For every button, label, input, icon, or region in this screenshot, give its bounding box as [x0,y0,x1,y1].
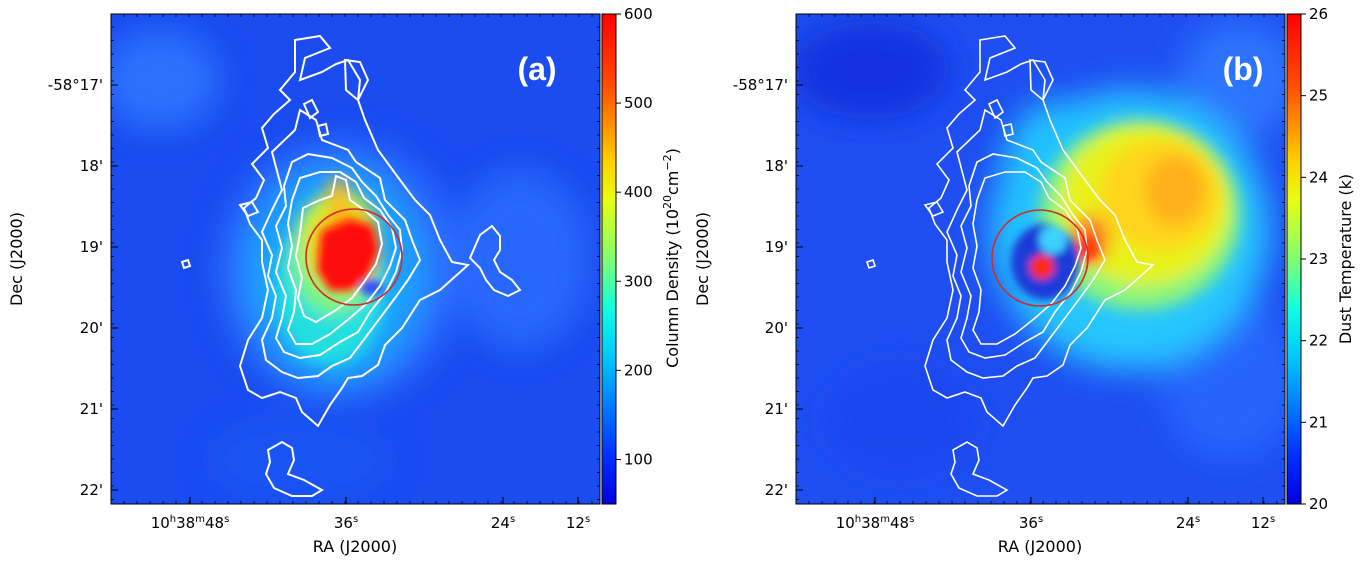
x-tick-label: 10h38m48s [151,514,230,532]
y-tick-label: 20' [80,319,103,337]
colorbar-b-ticks: 20 21 22 23 24 25 26 [1301,5,1328,513]
y-tick-label: 18' [765,157,788,175]
y-tick-label: 19' [765,238,788,256]
colorbar-tick-label: 21 [1309,413,1328,431]
colorbar-b [1287,14,1301,504]
panel-b-xlabel: RA (J2000) [998,537,1082,556]
colorbar-tick-label: 20 [1309,495,1328,513]
x-tick-label: 24s [1176,514,1200,532]
panel-a-contours [180,34,522,497]
colorbar-tick-label: 500 [624,94,653,112]
panel-b-aperture-circle [991,209,1089,307]
panel-b-label: (b) [1223,51,1264,87]
panel-b-frame [795,13,1286,505]
panel-a-xlabel: RA (J2000) [313,537,397,556]
colorbar-a-ticks: 100 200 300 400 500 600 [616,5,653,468]
colorbar-a-label: Column Density (1020cm−2) [661,148,682,368]
x-tick-label: 12s [566,514,590,532]
x-tick-label: 36s [1019,514,1043,532]
y-tick-label: 18' [80,157,103,175]
y-tick-label: 19' [80,238,103,256]
y-tick-label: 22' [765,481,788,499]
colorbar-b-label: Dust Temperature (k) [1336,174,1355,344]
colorbar-tick-label: 600 [624,5,653,23]
y-tick-label: 20' [765,319,788,337]
panel-b-ticks: 10h38m48s 36s 24s 12s -58°17' 18' 19' 20' 21' 22' [733,14,1285,532]
panel-a-heatmap: (a) [111,14,600,504]
colorbar-tick-label: 100 [624,450,653,468]
colorbar-tick-label: 400 [624,183,653,201]
x-tick-label: 36s [334,514,358,532]
panel-a-ylabel: Dec (J2000) [7,212,26,306]
colorbar-tick-label: 25 [1309,87,1328,105]
colorbar-tick-label: 26 [1309,5,1328,23]
x-tick-label: 10h38m48s [836,514,915,532]
panel-b-heatmap: (b) [796,14,1285,504]
panel-a-frame [110,13,601,505]
y-tick-label: -58°17' [48,76,103,94]
panel-a-aperture-circle [305,208,403,306]
y-tick-label: -58°17' [733,76,788,94]
colorbar-tick-label: 200 [624,361,653,379]
panel-b: (b) 10h38m48s 36s 24s 12s -58°17' 18' 19' 20' 21… [693,5,1355,556]
panel-a-ticks: 10h38m48s 36s 24s 12s -58°17' 18' 19' 20' 21' 22' [48,14,600,532]
colorbar-a-frame [601,13,617,505]
x-tick-label: 24s [491,514,515,532]
colorbar-tick-label: 22 [1309,332,1328,350]
colorbar-tick-label: 23 [1309,250,1328,268]
y-tick-label: 21' [765,400,788,418]
colorbar-tick-label: 24 [1309,168,1328,186]
panel-b-contours [865,35,1155,497]
panel-a: (a) 10h38m48s 36s 24s 12s -58°17' 18' 19' 20' 21… [7,5,682,556]
y-tick-label: 21' [80,400,103,418]
x-tick-label: 12s [1251,514,1275,532]
panel-a-label: (a) [517,51,556,87]
panel-b-ylabel: Dec (J2000) [693,212,712,306]
y-tick-label: 22' [80,481,103,499]
colorbar-tick-label: 300 [624,272,653,290]
colorbar-a [602,14,616,504]
